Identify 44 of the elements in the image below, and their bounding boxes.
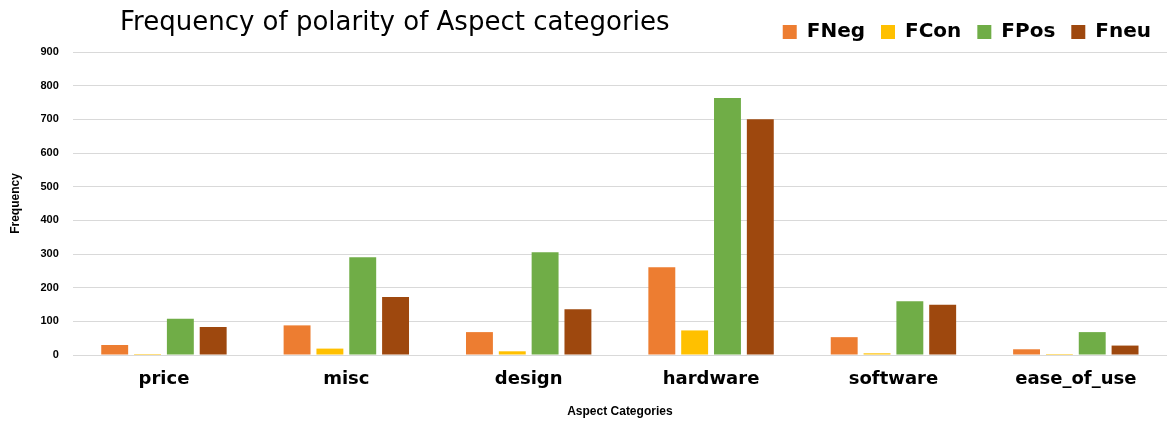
bar xyxy=(564,309,592,355)
y-tick-label: 300 xyxy=(40,247,59,260)
bar xyxy=(283,325,311,355)
legend-label: FPos xyxy=(1001,18,1056,43)
legend-label: Fneu xyxy=(1095,18,1151,43)
x-tick-label: design xyxy=(494,367,563,389)
bar xyxy=(349,257,377,355)
y-tick-label: 400 xyxy=(40,213,59,226)
bar xyxy=(199,327,227,355)
bar xyxy=(896,301,924,355)
bar xyxy=(929,304,957,355)
y-tick-label: 900 xyxy=(40,45,59,58)
bar xyxy=(465,332,493,355)
bar xyxy=(531,252,559,355)
bar xyxy=(648,267,676,355)
bar xyxy=(1078,332,1106,355)
legend-label: FNeg xyxy=(806,18,866,43)
bar xyxy=(498,351,526,355)
bar xyxy=(316,348,344,355)
y-tick-label: 700 xyxy=(40,112,59,125)
y-tick-label: 100 xyxy=(40,314,59,327)
x-tick-label: price xyxy=(138,367,190,389)
x-tick-label: software xyxy=(848,367,939,389)
x-tick-label: misc xyxy=(323,367,370,389)
chart-title: Frequency of polarity of Aspect categories xyxy=(120,6,670,36)
bar xyxy=(382,297,410,355)
y-tick-label: 800 xyxy=(40,78,59,91)
y-tick-label: 600 xyxy=(40,146,59,159)
y-tick-label: 0 xyxy=(52,348,59,361)
bar xyxy=(1111,345,1139,355)
bar xyxy=(101,344,129,355)
y-tick-label: 500 xyxy=(40,179,59,192)
x-axis-title: Aspect Categories xyxy=(567,404,673,419)
bar xyxy=(746,119,774,355)
y-tick-label: 200 xyxy=(40,280,59,293)
bar xyxy=(714,98,741,355)
legend-label: FCon xyxy=(905,18,962,43)
bar xyxy=(681,330,709,355)
bar xyxy=(166,318,194,355)
bar xyxy=(830,337,858,355)
x-tick-label: ease_of_use xyxy=(1015,367,1137,389)
y-axis-title: Frequency xyxy=(7,172,22,234)
bar xyxy=(1013,349,1041,355)
x-tick-label: hardware xyxy=(662,367,760,389)
